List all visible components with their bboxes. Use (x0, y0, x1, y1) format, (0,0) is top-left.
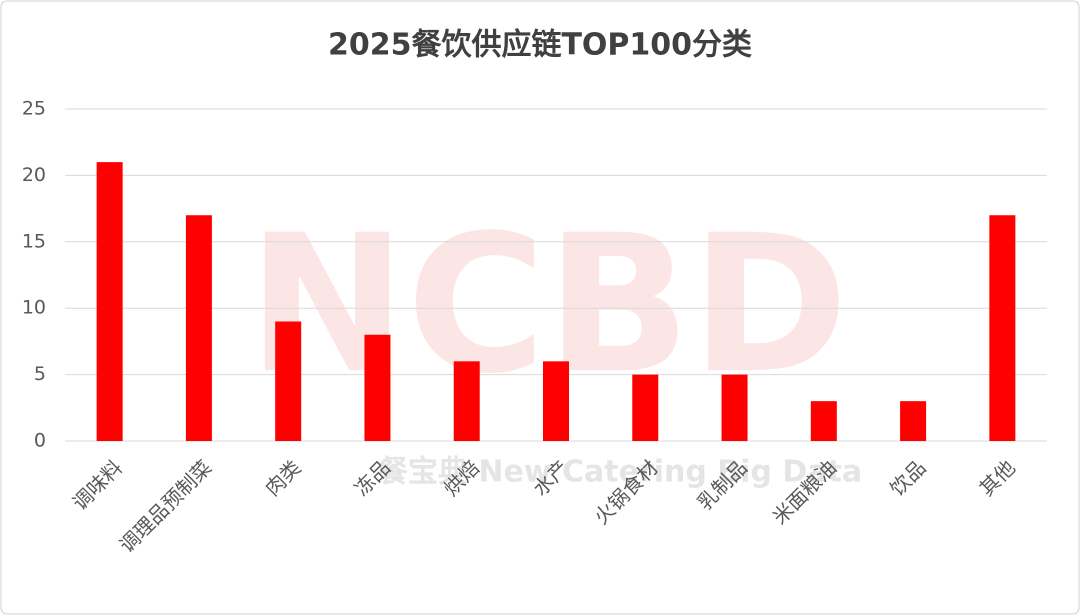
bar (989, 215, 1016, 441)
bar (275, 321, 302, 441)
y-tick-label: 5 (34, 363, 46, 385)
y-tick-label: 25 (22, 98, 46, 120)
chart-title: 2025餐饮供应链TOP100分类 (328, 28, 752, 63)
watermark-caption: 餐宝典 New Catering Big Data (378, 455, 862, 490)
bar (364, 334, 391, 441)
y-tick-label: 20 (22, 164, 46, 186)
y-tick-label: 0 (34, 430, 46, 452)
bar (810, 401, 837, 441)
bar (453, 361, 480, 441)
bar (543, 361, 569, 441)
bar (632, 374, 659, 441)
bar (721, 374, 748, 441)
bar (900, 401, 927, 441)
y-tick-label: 15 (22, 230, 46, 252)
y-tick-label: 10 (22, 297, 46, 319)
bar (185, 215, 212, 441)
bar (96, 162, 123, 441)
